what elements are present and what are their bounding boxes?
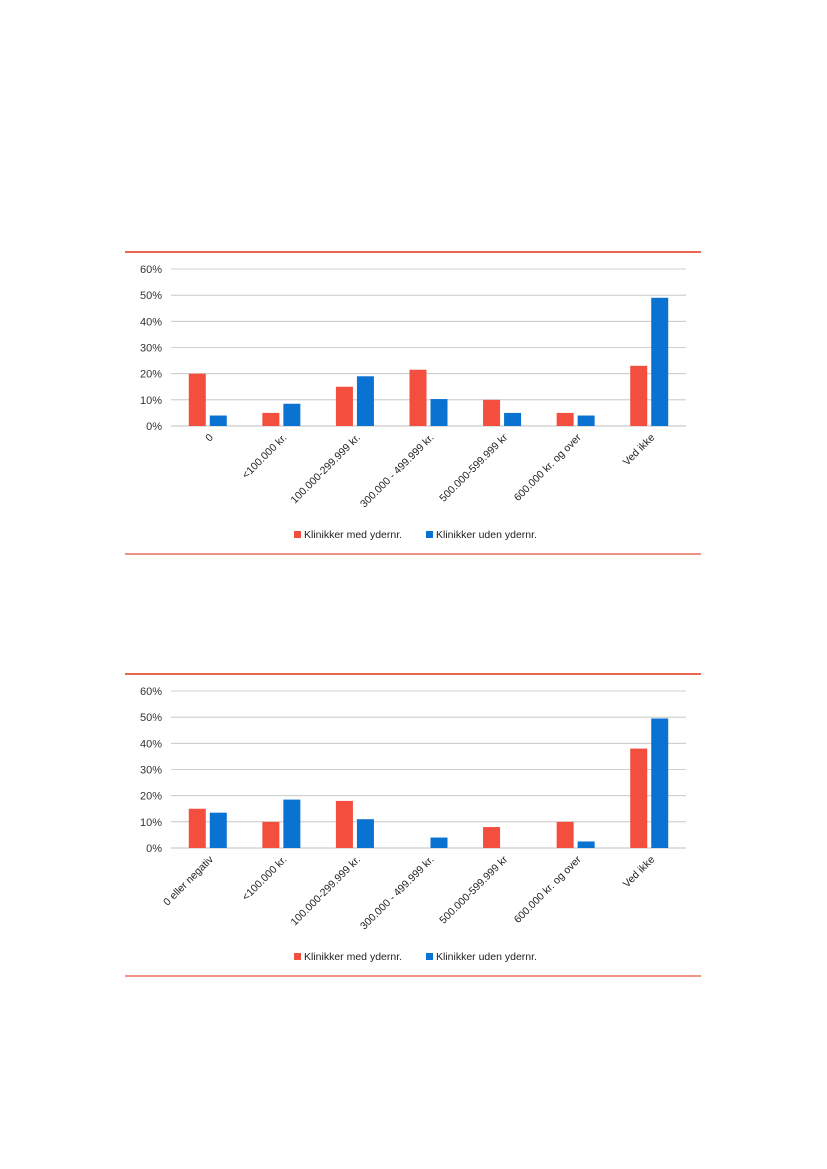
- x-tick-label: 0: [203, 432, 216, 445]
- y-tick-label: 20%: [140, 369, 162, 381]
- bar-uden-ydernr: [577, 841, 595, 848]
- legend-swatch: [294, 953, 301, 960]
- bar-med-ydernr: [556, 412, 574, 426]
- y-tick-label: 50%: [140, 290, 162, 302]
- x-tick-label: 500.000-599.999 kr: [437, 853, 510, 926]
- y-tick-label: 40%: [140, 316, 162, 328]
- bar-uden-ydernr: [209, 415, 227, 426]
- y-tick-label: 10%: [140, 395, 162, 407]
- y-tick-label: 60%: [140, 264, 162, 276]
- x-tick-label: <100.000 kr.: [240, 854, 290, 904]
- x-tick-label: <100.000 kr.: [240, 432, 290, 482]
- x-tick-label: 500.000-599.999 kr: [437, 431, 510, 504]
- legend-label: Klinikker uden ydernr.: [436, 529, 537, 541]
- y-tick-label: 50%: [140, 712, 162, 724]
- bar-med-ydernr: [188, 373, 206, 426]
- y-tick-label: 60%: [140, 686, 162, 698]
- bar-uden-ydernr: [209, 812, 227, 848]
- x-tick-label: 100.000-299.999 kr.: [289, 854, 364, 929]
- bar-uden-ydernr: [430, 837, 448, 848]
- bar-uden-ydernr: [356, 376, 374, 426]
- x-tick-label: 600.000 kr. og over: [512, 853, 584, 925]
- bar-uden-ydernr: [651, 718, 669, 848]
- x-tick-label: Ved ikke: [621, 854, 658, 891]
- bar-med-ydernr: [335, 386, 353, 426]
- y-tick-label: 0%: [146, 421, 162, 433]
- legend-label: Klinikker med ydernr.: [304, 951, 402, 963]
- y-tick-label: 10%: [140, 817, 162, 829]
- bar-uden-ydernr: [651, 297, 669, 426]
- legend-swatch: [294, 531, 301, 538]
- bar-med-ydernr: [630, 748, 648, 848]
- legend-label: Klinikker uden ydernr.: [436, 951, 537, 963]
- legend-swatch: [426, 531, 433, 538]
- bar-med-ydernr: [483, 827, 501, 848]
- y-tick-label: 30%: [140, 343, 162, 355]
- bar-uden-ydernr: [577, 415, 595, 426]
- x-tick-label: 100.000-299.999 kr.: [289, 432, 364, 507]
- y-tick-label: 30%: [140, 765, 162, 777]
- bar-uden-ydernr: [356, 819, 374, 848]
- bar-med-ydernr: [630, 365, 648, 426]
- y-tick-label: 40%: [140, 738, 162, 750]
- x-tick-label: 300.000 - 499.999 kr.: [358, 432, 437, 511]
- legend-label: Klinikker med ydernr.: [304, 529, 402, 541]
- x-tick-label: 300.000 - 499.999 kr.: [358, 854, 437, 933]
- bar-med-ydernr: [262, 412, 280, 426]
- bar-med-ydernr: [483, 399, 501, 426]
- x-tick-label: Ved ikke: [621, 432, 658, 469]
- income-chart-2: 0% 10% 20% 30% 40% 50% 60% 0 eller negativ <100.…: [125, 673, 701, 977]
- bar-med-ydernr: [262, 821, 280, 848]
- bar-med-ydernr: [409, 369, 427, 426]
- bar-uden-ydernr: [430, 399, 448, 426]
- bar-med-ydernr: [188, 808, 206, 848]
- y-tick-label: 0%: [146, 843, 162, 855]
- x-tick-label: 600.000 kr. og over: [512, 431, 584, 503]
- bar-uden-ydernr: [504, 412, 522, 426]
- bar-med-ydernr: [556, 821, 574, 848]
- y-tick-label: 20%: [140, 791, 162, 803]
- x-tick-label: 0 eller negativ: [161, 853, 216, 908]
- bar-med-ydernr: [335, 800, 353, 848]
- legend-swatch: [426, 953, 433, 960]
- income-chart-1: 0% 10% 20% 30% 40% 50% 60% 0 <100.000 kr. 100.000…: [125, 251, 701, 555]
- bar-uden-ydernr: [283, 799, 301, 848]
- bar-uden-ydernr: [283, 403, 301, 426]
